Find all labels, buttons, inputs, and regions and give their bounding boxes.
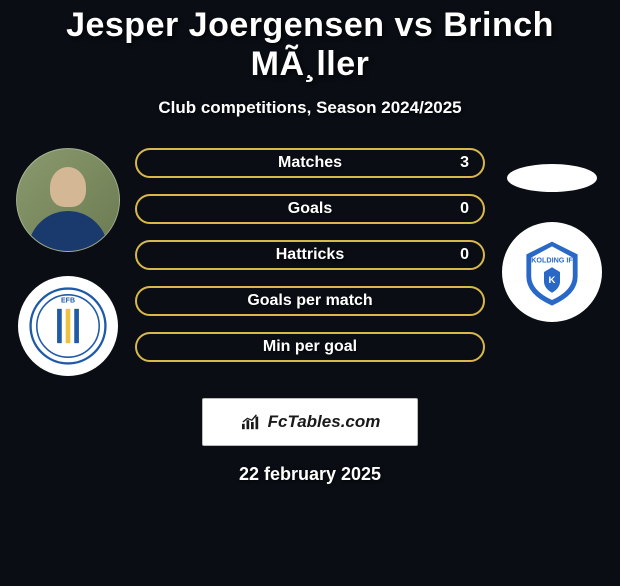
stat-value: 3 xyxy=(460,154,469,172)
svg-text:K: K xyxy=(549,275,556,286)
stat-pill-matches: Matches 3 xyxy=(135,148,485,178)
player-avatar-right-placeholder xyxy=(507,164,597,192)
stat-pill-min-per-goal: Min per goal xyxy=(135,332,485,362)
club-logo-right: KOLDING IF K xyxy=(502,222,602,322)
stat-pill-goals: Goals 0 xyxy=(135,194,485,224)
stat-pill-goals-per-match: Goals per match xyxy=(135,286,485,316)
player-avatar-left xyxy=(16,148,120,252)
shield-icon: EFB xyxy=(29,287,107,365)
shield-icon: KOLDING IF K xyxy=(512,232,592,312)
chart-icon xyxy=(240,413,262,431)
brand-box: FcTables.com xyxy=(202,398,418,446)
comparison-card: Jesper Joergensen vs Brinch MÃ¸ller Club… xyxy=(0,6,620,485)
stat-label: Hattricks xyxy=(137,246,483,264)
stat-value: 0 xyxy=(460,246,469,264)
subtitle: Club competitions, Season 2024/2025 xyxy=(10,98,610,118)
stat-pill-hattricks: Hattricks 0 xyxy=(135,240,485,270)
right-column: KOLDING IF K xyxy=(497,148,607,322)
date-text: 22 february 2025 xyxy=(10,464,610,485)
svg-text:EFB: EFB xyxy=(61,298,75,305)
brand-text: FcTables.com xyxy=(268,412,381,432)
stat-label: Goals per match xyxy=(137,292,483,310)
club-logo-left: EFB xyxy=(18,276,118,376)
left-column: EFB xyxy=(13,148,123,376)
page-title: Jesper Joergensen vs Brinch MÃ¸ller xyxy=(10,6,610,84)
stats-column: Matches 3 Goals 0 Hattricks 0 Goals per … xyxy=(135,148,485,362)
stat-label: Min per goal xyxy=(137,338,483,356)
stat-value: 0 xyxy=(460,200,469,218)
stat-label: Goals xyxy=(137,200,483,218)
comparison-row: EFB Matches 3 Goals 0 Hattricks 0 Goals … xyxy=(10,148,610,376)
stat-label: Matches xyxy=(137,154,483,172)
svg-text:KOLDING IF: KOLDING IF xyxy=(531,255,573,264)
